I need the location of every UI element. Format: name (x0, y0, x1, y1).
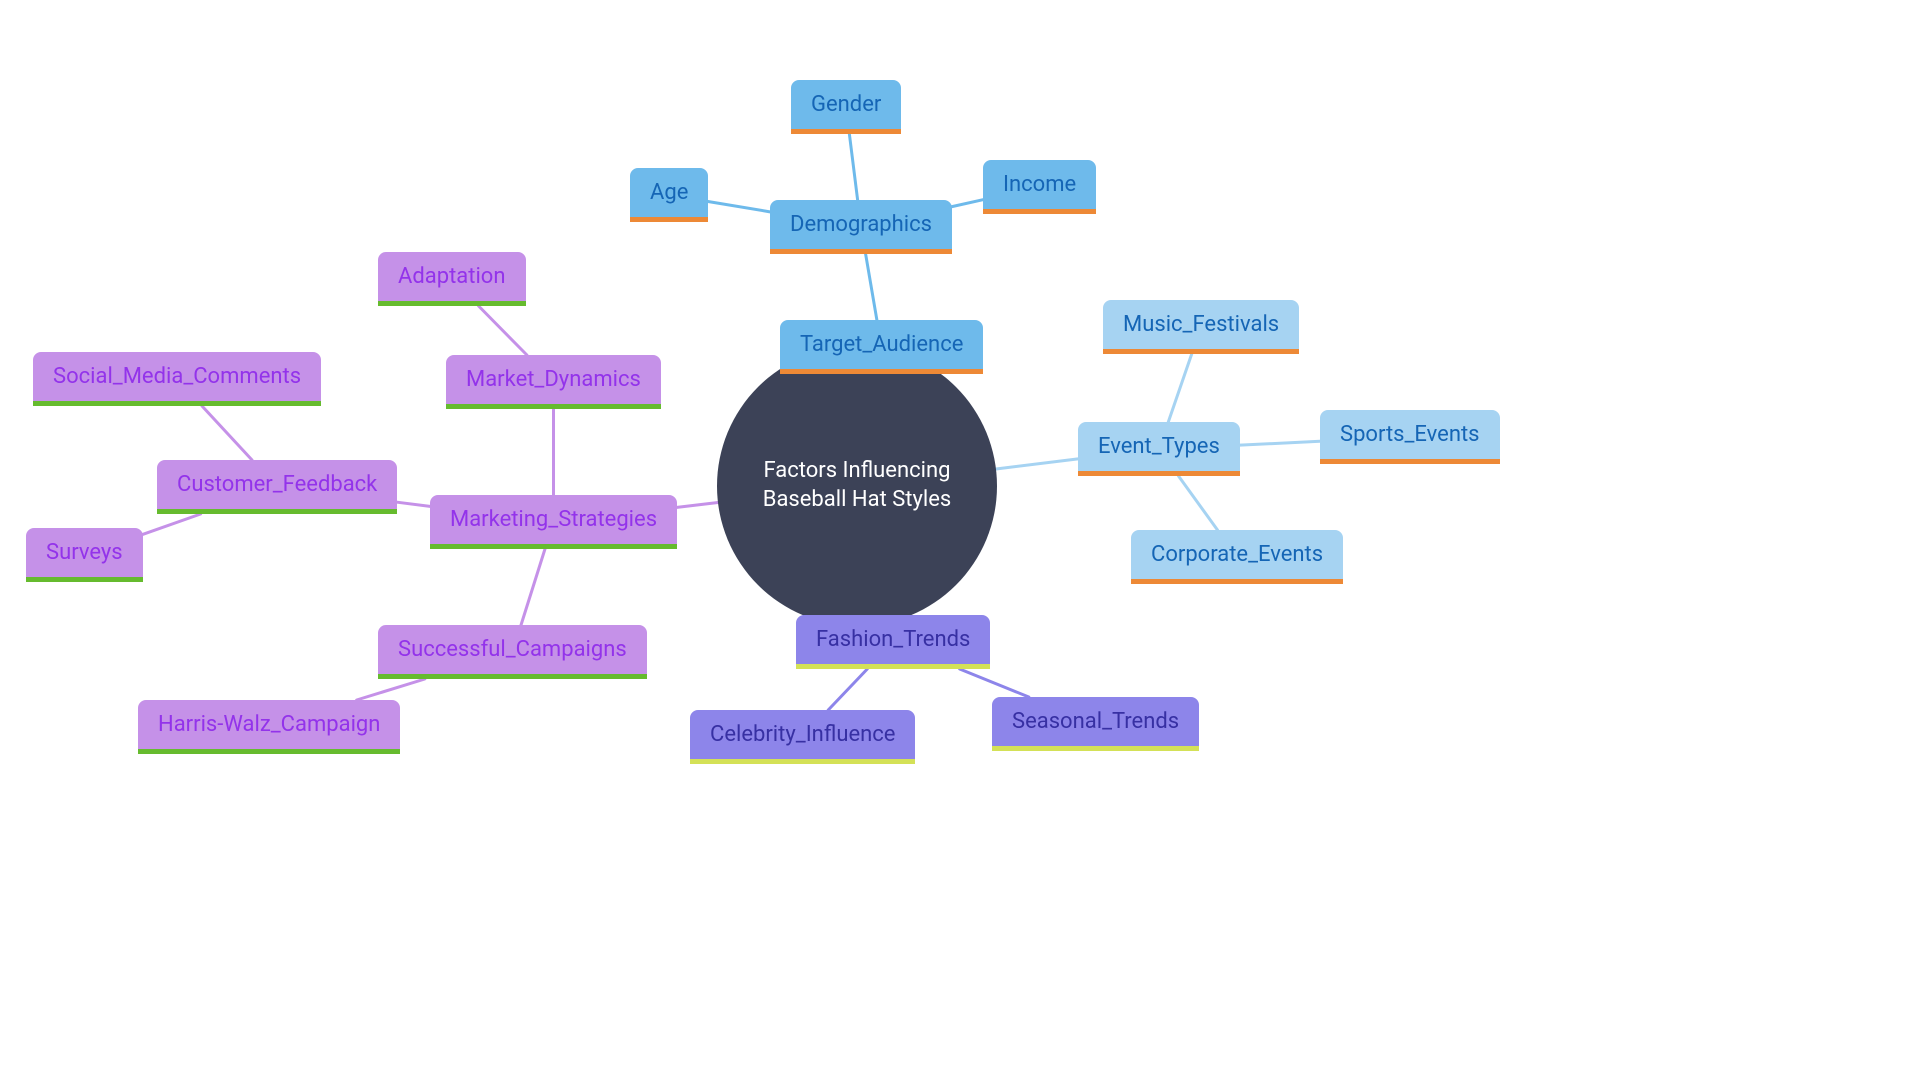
edge (1179, 476, 1218, 530)
node-income: Income (983, 160, 1096, 214)
node-social_media_comments: Social_Media_Comments (33, 352, 321, 406)
node-event_types: Event_Types (1078, 422, 1240, 476)
node-customer_feedback: Customer_Feedback (157, 460, 397, 514)
edge (1240, 441, 1320, 445)
node-fashion_trends: Fashion_Trends (796, 615, 990, 669)
edge (479, 306, 527, 355)
node-target_audience: Target_Audience (780, 320, 983, 374)
edge (866, 254, 877, 320)
node-market_dynamics: Market_Dynamics (446, 355, 661, 409)
node-harris_walz: Harris-Walz_Campaign (138, 700, 400, 754)
node-corporate_events: Corporate_Events (1131, 530, 1343, 584)
node-seasonal_trends: Seasonal_Trends (992, 697, 1199, 751)
node-adaptation: Adaptation (378, 252, 526, 306)
center-node: Factors Influencing Baseball Hat Styles (717, 346, 997, 626)
node-demographics: Demographics (770, 200, 952, 254)
node-marketing_strategies: Marketing_Strategies (430, 495, 677, 549)
node-sports_events: Sports_Events (1320, 410, 1500, 464)
edge (708, 202, 770, 212)
node-celebrity_influence: Celebrity_Influence (690, 710, 915, 764)
node-successful_campaigns: Successful_Campaigns (378, 625, 647, 679)
edge (828, 669, 867, 710)
edge (397, 502, 430, 506)
edge (849, 134, 857, 200)
node-age: Age (630, 168, 708, 222)
mindmap-canvas: Factors Influencing Baseball Hat Styles … (0, 0, 1920, 1080)
edge (357, 679, 425, 700)
edge (1168, 354, 1191, 422)
node-music_festivals: Music_Festivals (1103, 300, 1299, 354)
edge (521, 549, 545, 625)
edge (996, 459, 1078, 469)
edge (960, 669, 1029, 697)
node-gender: Gender (791, 80, 901, 134)
edge (143, 514, 201, 534)
node-surveys: Surveys (26, 528, 143, 582)
edge (952, 200, 983, 207)
edge (677, 502, 718, 507)
edge (202, 406, 252, 460)
center-label: Factors Influencing Baseball Hat Styles (737, 457, 977, 514)
